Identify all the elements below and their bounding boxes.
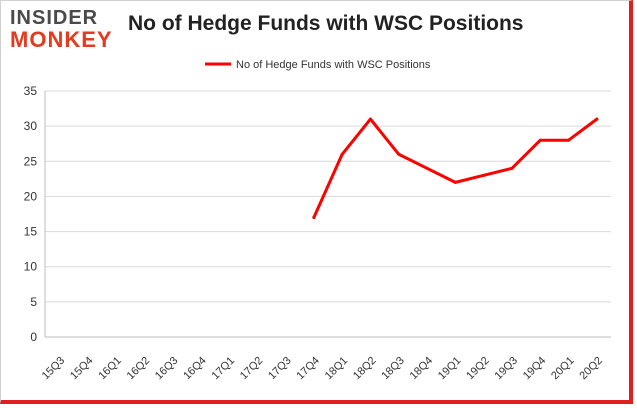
chart-title: No of Hedge Funds with WSC Positions: [128, 12, 524, 35]
y-tick-label: 25: [24, 154, 38, 168]
data-point: [368, 117, 372, 121]
x-tick-label: 17Q3: [266, 355, 294, 383]
data-point: [595, 117, 599, 121]
y-tick-label: 30: [24, 119, 38, 133]
x-tick-label: 19Q3: [493, 355, 521, 383]
x-tick-label: 16Q3: [153, 355, 181, 383]
data-point: [397, 152, 401, 156]
logo-text-insider: INSIDER: [10, 7, 99, 29]
x-tick-labels: 15Q3 15Q4 16Q1 16Q2 16Q3 16Q4 17Q1 17Q2 17Q3 17Q4…: [40, 355, 605, 383]
x-tick-label: 17Q2: [238, 355, 266, 383]
grid-lines: [45, 90, 611, 303]
x-tick-label: 19Q1: [436, 355, 464, 383]
x-tick-label: 18Q2: [351, 355, 379, 383]
y-tick-label: 15: [24, 225, 38, 239]
y-tick-label: 5: [30, 295, 37, 309]
x-tick-label: 16Q1: [96, 355, 124, 383]
logo-text-monkey: MONKEY: [10, 27, 113, 52]
x-tick-label: 19Q2: [464, 355, 492, 383]
axes: [44, 91, 611, 338]
y-tick-labels: 0 5 10 15 20 25 30 35: [24, 84, 38, 344]
y-tick-label: 0: [30, 330, 37, 344]
data-point: [453, 180, 457, 184]
legend: No of Hedge Funds with WSC Positions: [205, 59, 431, 71]
x-tick-label: 15Q3: [40, 355, 68, 383]
x-tick-label: 17Q4: [294, 355, 322, 383]
data-point: [425, 166, 429, 170]
x-tick-label: 18Q4: [408, 355, 436, 383]
y-tick-label: 20: [24, 189, 38, 203]
y-tick-label: 35: [24, 84, 38, 98]
x-tick-label: 18Q1: [323, 355, 351, 383]
x-tick-label: 16Q4: [181, 355, 209, 383]
x-tick-label: 16Q2: [125, 355, 153, 383]
data-point: [340, 152, 344, 156]
x-tick-label: 17Q1: [210, 355, 238, 383]
x-tick-label: 19Q4: [521, 355, 549, 383]
x-tick-label: 20Q1: [549, 355, 577, 383]
x-tick-label: 18Q3: [379, 355, 407, 383]
data-point: [510, 166, 514, 170]
y-tick-label: 10: [24, 260, 38, 274]
insider-monkey-logo: INSIDER MONKEY: [10, 7, 120, 52]
x-tick-label: 15Q4: [68, 355, 96, 383]
data-point: [538, 138, 542, 142]
series-lines: [312, 117, 599, 220]
data-point: [567, 138, 571, 142]
data-point: [482, 173, 486, 177]
legend-label: No of Hedge Funds with WSC Positions: [236, 59, 431, 71]
data-point: [312, 216, 316, 220]
series-line: [312, 117, 599, 220]
x-tick-label: 20Q2: [577, 355, 605, 383]
